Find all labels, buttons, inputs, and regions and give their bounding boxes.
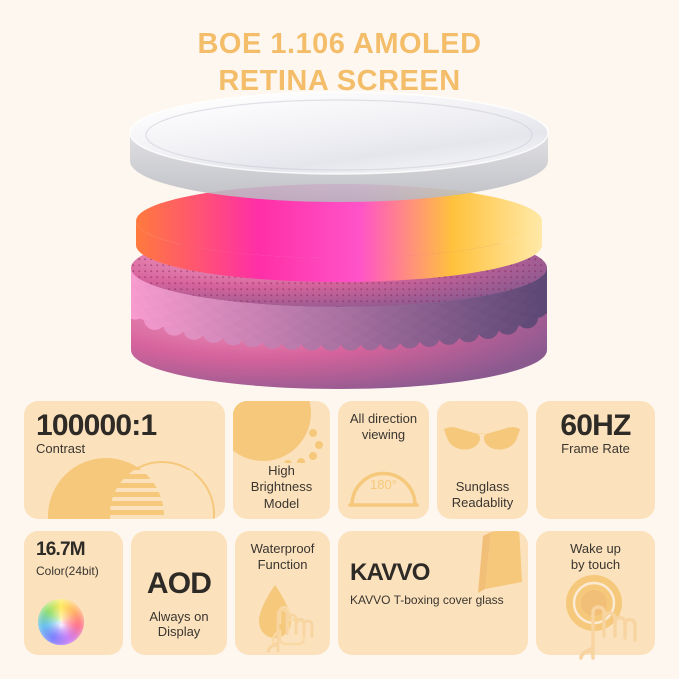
svg-text:180°: 180° [370, 477, 397, 492]
